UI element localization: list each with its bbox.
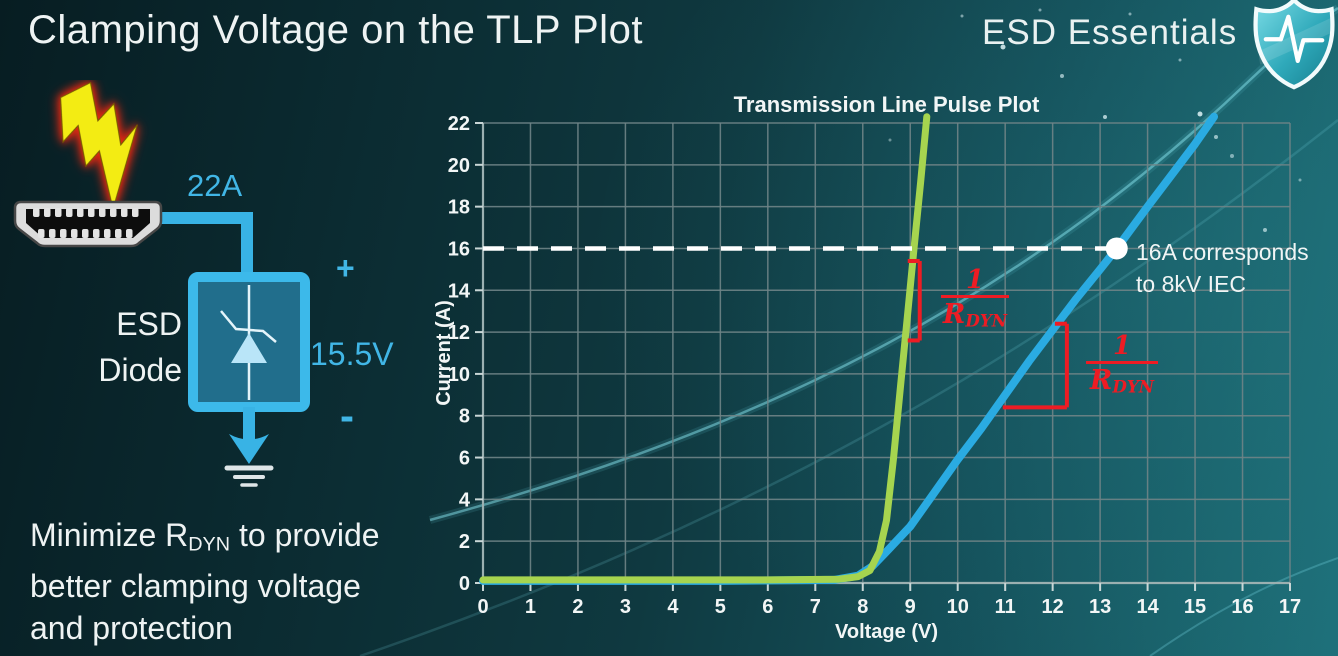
esd-diode-label-line1: ESD (116, 306, 182, 342)
brand-name: ESD Essentials (982, 13, 1238, 52)
zener-diode-symbol-icon (220, 285, 277, 400)
pulse-line-icon (1263, 14, 1325, 64)
x-tick-label: 4 (667, 596, 679, 618)
x-tick-label: 0 (477, 596, 488, 618)
chart-title: Transmission Line Pulse Plot (734, 92, 1040, 117)
y-tick-label: 0 (459, 573, 470, 595)
rdyn-fraction-green: 1 RDYN (941, 266, 1009, 338)
x-tick-label: 2 (572, 596, 583, 618)
series-green-curve-lower-rdyn (479, 113, 931, 584)
x-tick-label: 5 (715, 596, 726, 618)
marker-annotation-line2: to 8kV IEC (1136, 271, 1246, 297)
y-tick-label: 2 (459, 531, 470, 553)
particle-dots (888, 5, 1302, 232)
x-tick-label: 9 (905, 596, 916, 618)
y-tick-label: 4 (459, 489, 471, 511)
rdyn-sub: DYN (965, 310, 1008, 331)
clamp-voltage-label: 15.5V (310, 336, 394, 372)
x-tick-label: 1 (525, 596, 536, 618)
y-tick-label: 10 (448, 364, 470, 386)
esd-diode-label: ESD Diode (56, 301, 182, 393)
marker-annotation-line1: 16A corresponds (1136, 239, 1309, 265)
note-line-1: Minimize RDYN to provide (30, 514, 380, 565)
ground-connection (224, 407, 274, 487)
note-text: Minimize R (30, 517, 189, 553)
shield-pulse-logo-icon (1253, 0, 1335, 90)
x-tick-label: 8 (857, 596, 868, 618)
x-tick-label: 12 (1042, 596, 1064, 618)
esd-circuit-diagram (13, 81, 310, 487)
marker-annotation-label: 16A corresponds to 8kV IEC (1136, 236, 1309, 300)
polarity-plus-label: + (336, 250, 355, 286)
fraction-denominator: RDYN (941, 298, 1009, 338)
x-tick-label: 16 (1231, 596, 1253, 618)
x-tick-label: 3 (620, 596, 631, 618)
y-tick-label: 12 (448, 322, 470, 344)
x-tick-label: 17 (1279, 596, 1301, 618)
polarity-minus-label: - (340, 392, 354, 439)
y-tick-label: 16 (448, 238, 470, 260)
note-subscript: DYN (188, 533, 231, 556)
hdmi-connector-icon (13, 200, 163, 248)
note-text: to provide (230, 517, 380, 553)
note-line-3: and protection (30, 610, 233, 647)
x-tick-label: 15 (1184, 596, 1206, 618)
lightning-icon (59, 81, 138, 212)
y-axis-title: Current (A) (433, 300, 455, 406)
fraction-numerator: 1 (1086, 332, 1158, 364)
ground-icon (224, 465, 274, 487)
takeaway-note: Minimize RDYN to provide better clamping… (30, 514, 380, 649)
esd-diode-box (188, 272, 310, 412)
fraction-numerator: 1 (941, 266, 1009, 298)
arrow-down-icon (229, 434, 269, 464)
y-tick-label: 18 (448, 197, 470, 219)
fraction-denominator: RDYN (1086, 364, 1158, 404)
rdyn-base: R (942, 299, 966, 330)
y-tick-label: 20 (448, 155, 470, 177)
tlp-chart: 0 1 2 3 4 5 6 7 8 9 10 11 12 13 14 15 16 1702468101214161… (433, 92, 1301, 643)
x-tick-label: 10 (947, 596, 969, 618)
page-title: Clamping Voltage on the TLP Plot (28, 8, 643, 52)
wire (155, 212, 253, 283)
x-tick-label: 6 (762, 596, 773, 618)
x-tick-label: 14 (1136, 596, 1159, 618)
rdyn-fraction-blue: 1 RDYN (1086, 332, 1158, 404)
marker-dot (1105, 237, 1128, 260)
x-axis-title: Voltage (V) (835, 621, 938, 643)
y-tick-label: 6 (459, 448, 470, 470)
esd-diode-label-line2: Diode (98, 352, 182, 388)
x-tick-label: 13 (1089, 596, 1111, 618)
swoosh-corner (1149, 557, 1338, 656)
y-tick-label: 14 (448, 280, 471, 302)
surge-current-label: 22A (187, 168, 243, 203)
rdyn-sub: DYN (1112, 376, 1155, 397)
y-tick-label: 22 (448, 113, 470, 135)
y-tick-label: 8 (459, 406, 470, 428)
note-line-2: better clamping voltage (30, 568, 361, 605)
x-tick-label: 11 (995, 596, 1016, 618)
rdyn-base: R (1089, 365, 1113, 396)
x-tick-label: 7 (810, 596, 821, 618)
